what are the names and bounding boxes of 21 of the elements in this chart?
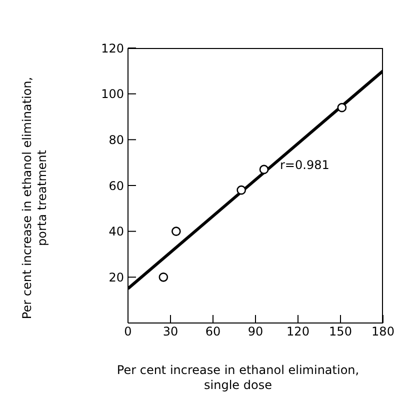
point xyxy=(337,102,347,112)
x-axis-title: Per cent increase in ethanol elimination, single dose xyxy=(116,363,360,393)
point xyxy=(158,272,168,282)
y-tick-label: 40 xyxy=(108,224,124,239)
y-axis-title: Per cent increase in ethanol elimination, porta treatment xyxy=(20,76,50,320)
y-tick-label: 80 xyxy=(108,132,124,147)
x-tick-label: 0 xyxy=(124,324,132,339)
annotation: r=0.981 xyxy=(280,158,330,172)
x-tick-label: 150 xyxy=(329,324,352,339)
x-tick-label: 90 xyxy=(248,324,264,339)
y-tick-label: 20 xyxy=(108,270,124,284)
y-tick-label: 120 xyxy=(101,41,124,56)
x-tick-label: 60 xyxy=(205,324,221,339)
x-tick-label: 180 xyxy=(372,324,394,339)
x-tick-label: 120 xyxy=(286,324,310,339)
y-tick-label: 100 xyxy=(101,87,124,102)
point xyxy=(236,185,246,195)
y-tick-label: 60 xyxy=(108,178,124,193)
point xyxy=(172,226,181,236)
x-tick-label: 30 xyxy=(162,324,178,339)
point xyxy=(259,164,269,174)
